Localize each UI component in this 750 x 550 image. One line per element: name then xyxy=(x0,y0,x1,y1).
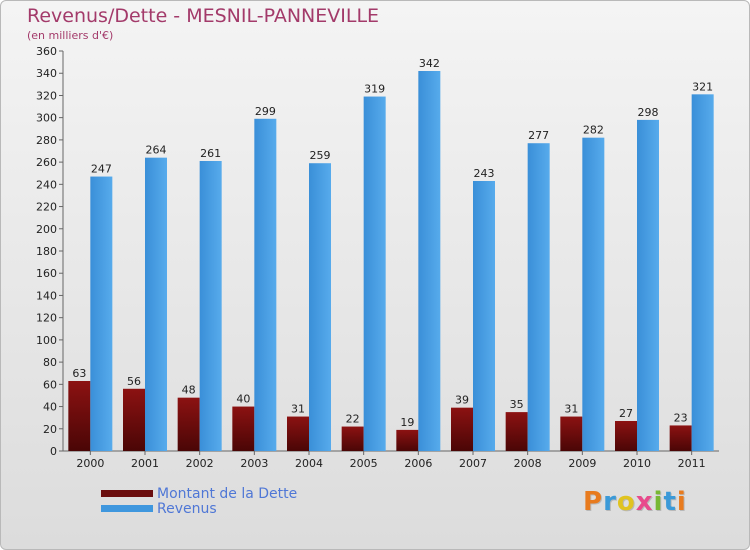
data-label-revenus: 261 xyxy=(200,147,221,160)
bar-revenus xyxy=(90,176,113,452)
legend: Montant de la Dette Revenus xyxy=(101,485,298,517)
y-tick-label: 40 xyxy=(43,401,57,414)
legend-swatch-dette xyxy=(101,490,153,497)
y-tick-label: 0 xyxy=(50,445,57,458)
data-label-revenus: 259 xyxy=(310,149,331,162)
bar-dette xyxy=(396,429,419,451)
legend-item-revenus: Revenus xyxy=(101,500,297,517)
data-label-dette: 63 xyxy=(72,367,86,380)
bar-revenus xyxy=(418,71,441,451)
y-tick-label: 360 xyxy=(36,45,57,58)
data-label-dette: 39 xyxy=(455,394,469,407)
y-tick-label: 60 xyxy=(43,378,57,391)
y-tick-label: 300 xyxy=(36,112,57,125)
bar-revenus xyxy=(473,181,495,451)
y-tick-label: 240 xyxy=(36,178,57,191)
logo-letter: t xyxy=(663,487,677,517)
logo-letter: o xyxy=(616,487,636,517)
y-tick-label: 160 xyxy=(36,267,57,280)
bar-dette xyxy=(451,407,473,451)
legend-swatch-revenus xyxy=(101,505,153,512)
data-label-dette: 56 xyxy=(127,375,141,388)
data-label-revenus: 342 xyxy=(419,57,440,70)
y-tick-label: 20 xyxy=(43,423,57,436)
data-label-revenus: 298 xyxy=(638,106,659,119)
data-label-revenus: 277 xyxy=(528,129,549,142)
logo-letter: x xyxy=(635,487,654,517)
data-label-revenus: 299 xyxy=(255,105,276,118)
x-tick-label: 2004 xyxy=(295,457,323,470)
x-tick-label: 2003 xyxy=(240,457,268,470)
y-tick-label: 100 xyxy=(36,334,57,347)
data-label-revenus: 282 xyxy=(583,124,604,137)
legend-label-dette: Montant de la Dette xyxy=(157,485,298,502)
data-label-revenus: 247 xyxy=(91,163,112,176)
data-label-revenus: 319 xyxy=(364,83,385,96)
y-tick-label: 260 xyxy=(36,156,57,169)
bar-dette xyxy=(68,381,91,451)
data-label-dette: 40 xyxy=(236,393,250,406)
data-label-dette: 31 xyxy=(291,403,305,416)
bar-dette xyxy=(232,406,255,451)
data-label-dette: 31 xyxy=(564,403,578,416)
bar-revenus xyxy=(199,161,222,451)
bar-revenus xyxy=(363,96,386,452)
y-tick-label: 80 xyxy=(43,356,57,369)
y-tick-label: 340 xyxy=(36,67,57,80)
x-tick-label: 2005 xyxy=(350,457,378,470)
bar-dette xyxy=(560,416,583,451)
x-tick-label: 2007 xyxy=(459,457,487,470)
bar-revenus xyxy=(309,163,331,451)
data-label-dette: 27 xyxy=(619,407,633,420)
data-label-dette: 35 xyxy=(510,398,524,411)
y-tick-label: 220 xyxy=(36,201,57,214)
bar-dette xyxy=(177,397,200,451)
data-label-revenus: 243 xyxy=(474,167,495,180)
legend-label-revenus: Revenus xyxy=(157,500,217,517)
bar-revenus xyxy=(145,157,167,451)
y-tick-label: 200 xyxy=(36,223,57,236)
logo-letter: i xyxy=(653,487,664,517)
y-tick-label: 280 xyxy=(36,134,57,147)
x-tick-label: 2002 xyxy=(186,457,214,470)
data-label-dette: 19 xyxy=(400,416,414,429)
data-label-revenus: 264 xyxy=(146,144,167,157)
bar-revenus xyxy=(582,137,605,451)
bar-dette xyxy=(669,425,692,451)
logo-letter: r xyxy=(603,487,617,517)
chart-subtitle: (en milliers d'€) xyxy=(27,29,114,42)
x-tick-label: 2006 xyxy=(404,457,432,470)
logo-letter: i xyxy=(676,487,687,517)
data-label-dette: 48 xyxy=(182,384,196,397)
bar-dette xyxy=(341,426,364,451)
chart-title: Revenus/Dette - MESNIL-PANNEVILLE xyxy=(27,5,380,27)
bar-chart: 0 20 40 60 80 100 120 140 160 180 200 220 240 260 280 3… xyxy=(36,45,719,470)
proxiti-logo: Proxiti xyxy=(583,487,687,517)
y-tick-label: 140 xyxy=(36,289,57,302)
y-tick-label: 120 xyxy=(36,312,57,325)
x-tick-label: 2011 xyxy=(678,457,706,470)
bar-revenus xyxy=(637,119,659,451)
bar-revenus xyxy=(254,118,277,452)
data-label-revenus: 321 xyxy=(692,80,713,93)
data-label-dette: 23 xyxy=(674,411,688,424)
logo-letter: P xyxy=(583,487,604,517)
data-label-dette: 22 xyxy=(346,413,360,426)
x-tick-label: 2001 xyxy=(131,457,159,470)
legend-item-dette: Montant de la Dette xyxy=(101,485,298,502)
y-tick-label: 180 xyxy=(36,245,57,258)
y-tick-label: 320 xyxy=(36,89,57,102)
bar-dette xyxy=(505,412,528,451)
x-tick-label: 2010 xyxy=(623,457,651,470)
x-tick-label: 2009 xyxy=(568,457,596,470)
x-tick-label: 2008 xyxy=(514,457,542,470)
bar-dette xyxy=(287,416,309,451)
bar-dette xyxy=(123,388,145,451)
bar-revenus xyxy=(691,94,714,451)
x-tick-label: 2000 xyxy=(76,457,104,470)
bar-revenus xyxy=(527,143,550,451)
bar-dette xyxy=(615,421,637,451)
